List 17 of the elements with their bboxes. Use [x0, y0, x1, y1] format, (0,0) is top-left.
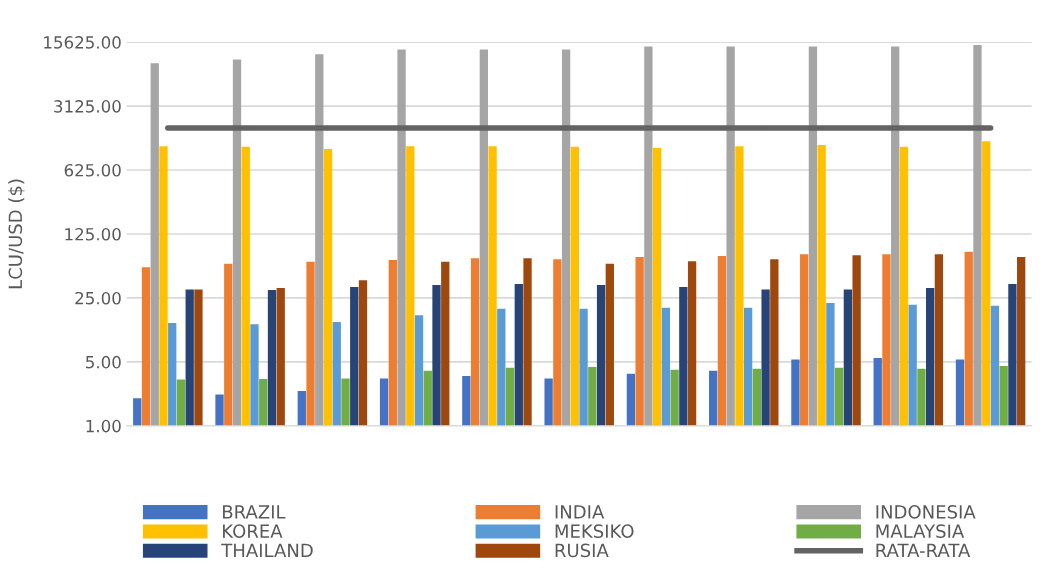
legend-label: KOREA	[223, 524, 283, 538]
y-tick-label: 1.00	[86, 419, 121, 433]
legend-label: MALAYSIA	[876, 524, 965, 538]
y-tick-label: 15625.00	[44, 36, 121, 49]
y-axis-title: LCU/USD ($)	[8, 179, 25, 289]
y-tick-label: 5.00	[86, 355, 121, 369]
legend-label: INDONESIA	[876, 505, 976, 519]
y-tick-label: 25.00	[75, 291, 121, 305]
y-tick-label: 625.00	[64, 163, 121, 177]
legend-label: THAILAND	[221, 543, 313, 557]
legend-label: RATA-RATA	[876, 543, 971, 557]
y-tick-label: 125.00	[65, 227, 121, 241]
legend-label: MEKSIKO	[555, 524, 634, 538]
legend-label: RUSIA	[555, 543, 609, 558]
legend-label: INDIA	[555, 505, 605, 519]
y-tick-label: 3125.00	[54, 100, 121, 113]
legend-label: BRAZIL	[223, 505, 286, 519]
